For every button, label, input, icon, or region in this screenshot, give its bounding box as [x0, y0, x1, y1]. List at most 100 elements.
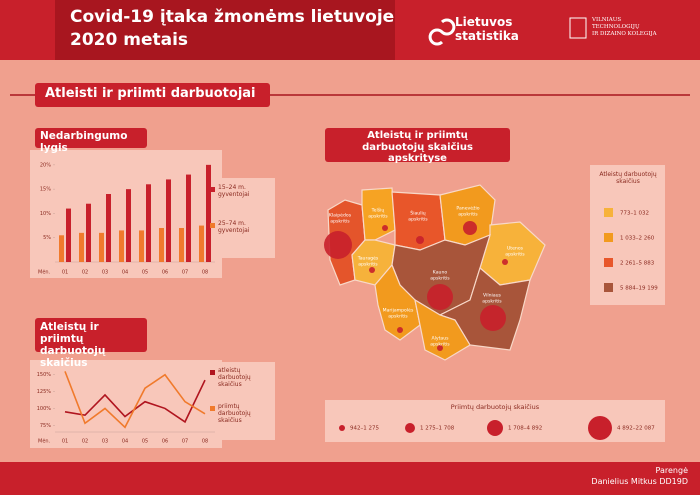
legend-swatch [210, 187, 215, 192]
region-label: apskritis [430, 276, 450, 282]
legend-label: 942–1 275 [350, 426, 379, 432]
y-tick-label: 20% [40, 162, 51, 168]
logo-icon [428, 18, 456, 46]
region-label: apskritis [408, 217, 428, 223]
legend-label: atleistų darbuotojų skaičius [218, 367, 251, 388]
logo-text: Lietuvos [455, 15, 513, 29]
legend-circle [588, 416, 612, 440]
legend-box [205, 362, 275, 440]
bar [79, 232, 84, 262]
map-title: Atleistų ir priimtų darbuotojų skaičius … [362, 130, 473, 164]
y-tick-label: 100% [37, 406, 52, 412]
region-label: Alytaus [431, 336, 449, 342]
title-box [35, 318, 147, 352]
legend-label: 15–24 m. gyventojai [218, 184, 250, 198]
bar [139, 230, 144, 262]
region-label: apskritis [430, 342, 450, 348]
map-circle [382, 225, 388, 231]
x-tick-label: 01 [62, 270, 68, 276]
logo-text: IR DIZAINO KOLEGIJA [592, 31, 657, 37]
chart-title: Nedarbingumo lygis [40, 130, 128, 155]
chart-title: Atleistų ir priimtų darbuotojų skaičius [40, 321, 106, 370]
map-circle [427, 284, 453, 310]
bar [99, 232, 104, 262]
region-label: apskritis [482, 299, 502, 305]
map-circle [463, 221, 477, 235]
legend-swatch [210, 370, 215, 375]
legend-label: 773–1 032 [620, 211, 649, 217]
x-tick-label: 04 [122, 439, 128, 445]
map-circle [369, 267, 375, 273]
map-circle [480, 305, 506, 331]
bar [199, 225, 204, 262]
region-label: Marijampolės [383, 308, 414, 314]
legend-title: Atleistų darbuotojų skaičius [599, 171, 657, 185]
region-label: Šiaulių [410, 210, 425, 217]
bar [66, 208, 71, 262]
region-label: Utenos [507, 246, 524, 252]
legend-swatch [210, 223, 215, 228]
region-label: Panevėžio [456, 205, 479, 212]
x-axis-label: Mėn. [38, 270, 51, 276]
x-tick-label: 05 [142, 439, 148, 445]
bar [106, 194, 111, 262]
map-circle [324, 231, 352, 259]
footer-text: Parengė [655, 466, 688, 475]
legend-label: priimtų darbuotojų skaičius [218, 403, 251, 424]
y-tick-label: 10% [40, 211, 51, 217]
region-label: Klaipėdos [329, 213, 352, 219]
x-tick-label: 05 [142, 270, 148, 276]
legend-label: 1 275–1 708 [420, 426, 455, 432]
legend-label: 2 261–5 883 [620, 261, 655, 267]
section-title: Atleisti ir priimti darbuotojai [45, 86, 256, 101]
x-tick-label: 03 [102, 439, 108, 445]
legend-box [590, 165, 665, 305]
legend-label: 1 033–2 260 [620, 236, 655, 242]
x-tick-label: 08 [202, 270, 208, 276]
region-label: apskritis [505, 252, 525, 258]
x-tick-label: 02 [82, 270, 88, 276]
legend-label: 4 892–22 087 [617, 426, 655, 432]
footer-band [0, 462, 700, 495]
legend-swatch [210, 406, 215, 411]
region-label: apskritis [368, 214, 388, 220]
bar [119, 230, 124, 262]
legend-circle [487, 420, 503, 436]
bar [166, 179, 171, 262]
section-title-box [35, 83, 270, 107]
map-circle [416, 236, 424, 244]
legend-swatch [604, 258, 613, 267]
line [64, 371, 206, 429]
region-label: Vilniaus [483, 293, 502, 299]
header-title-block [55, 0, 395, 60]
x-tick-label: 03 [102, 270, 108, 276]
x-tick-label: 08 [202, 439, 208, 445]
map-region [414, 298, 471, 361]
region-label: Kauno [433, 270, 448, 276]
x-tick-label: 01 [62, 439, 68, 445]
logo-crest [569, 17, 587, 39]
bar [146, 184, 151, 262]
x-tick-label: 02 [82, 439, 88, 445]
legend-label: 1 708–4 892 [508, 426, 542, 432]
x-tick-label: 04 [122, 270, 128, 276]
bar [126, 189, 131, 262]
header-title: Covid-19 įtaka žmonėms lietuvoje [70, 7, 395, 27]
x-tick-label: 07 [182, 439, 188, 445]
footer-text: Danielius Mitkus DD19D [591, 477, 688, 486]
header-title: 2020 metais [70, 30, 189, 50]
legend-circle [405, 423, 415, 433]
y-tick-label: 5% [43, 235, 51, 241]
y-tick-label: 150% [37, 372, 52, 378]
bar [159, 228, 164, 262]
map-circle [437, 345, 443, 351]
legend-label: 25–74 m. gyventojai [218, 220, 250, 234]
region-label: Tauragės [357, 256, 379, 262]
bar [59, 235, 64, 262]
legend-swatch [604, 283, 613, 292]
x-axis-label: Mėn. [38, 439, 51, 445]
bar [206, 164, 211, 262]
y-tick-label: 15% [40, 187, 51, 193]
